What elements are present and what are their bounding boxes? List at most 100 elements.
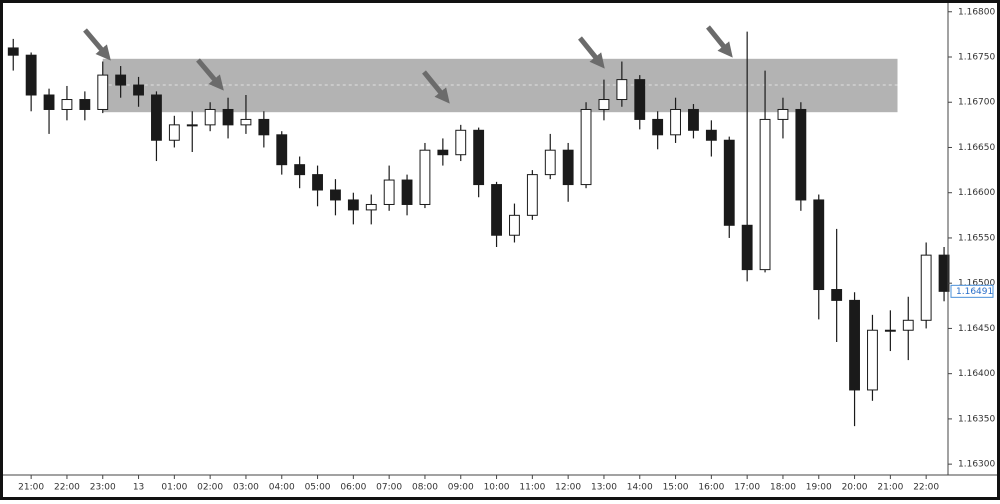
candle-body [330, 189, 341, 201]
candle-body [115, 74, 127, 86]
y-tick-label: 1.16300 [958, 460, 995, 470]
x-tick-label: 14:00 [627, 483, 653, 493]
x-tick-label: 11:00 [519, 483, 545, 493]
candle-body [849, 299, 860, 391]
x-tick-label: 18:00 [770, 483, 796, 493]
current-price-box [950, 284, 994, 298]
candle-body [688, 108, 699, 131]
candle-body [312, 174, 323, 191]
candle-body [61, 99, 73, 110]
current-price-label: 1.16491 [956, 287, 993, 297]
x-tick-label: 20:00 [842, 483, 868, 493]
candle-body [598, 99, 610, 110]
candle-body [831, 289, 843, 301]
candle-body [920, 254, 932, 321]
candle-body [491, 184, 502, 236]
candle-body [258, 118, 270, 136]
candle-body [204, 108, 216, 126]
x-tick-label: 21:00 [18, 483, 44, 493]
candle-body [437, 149, 449, 156]
candle-body [777, 108, 789, 120]
candle-body [562, 149, 574, 186]
candle-body [759, 118, 771, 271]
x-tick-label: 13:00 [591, 483, 617, 493]
x-tick-label: 04:00 [269, 483, 295, 493]
candle-body [276, 134, 288, 166]
candle-body [151, 94, 162, 141]
candle-body [705, 129, 717, 141]
x-tick-label: 05:00 [305, 483, 331, 493]
candle-body [365, 203, 377, 211]
candle-body [884, 329, 896, 332]
candle-body [616, 79, 628, 101]
plot-area [7, 31, 950, 427]
x-tick-label: 22:00 [913, 483, 939, 493]
x-tick-label: 17:00 [734, 483, 760, 493]
x-tick-label: 23:00 [90, 483, 116, 493]
candle-body [867, 329, 878, 391]
candle-body [7, 47, 19, 56]
annotation-arrows [83, 25, 733, 104]
arrow [578, 36, 605, 69]
candle-body [580, 108, 592, 186]
y-tick-label: 1.16400 [958, 369, 995, 379]
candle-body [383, 179, 395, 205]
x-tick-label: 09:00 [448, 483, 474, 493]
x-tick-label: 07:00 [376, 483, 402, 493]
candle-body [294, 164, 306, 176]
arrow [196, 58, 224, 91]
x-tick-label: 03:00 [233, 483, 259, 493]
candle-body [813, 199, 825, 291]
y-tick-label: 1.16700 [958, 98, 995, 108]
x-tick-label: 22:00 [54, 483, 80, 493]
candle-body [347, 199, 359, 211]
candle-body [741, 224, 753, 271]
candle-body [526, 174, 538, 216]
y-tick-label: 1.16650 [958, 143, 995, 153]
y-tick-label: 1.16600 [958, 188, 995, 198]
candle-body [795, 108, 807, 201]
candle-body [79, 99, 91, 110]
x-tick-label: 16:00 [698, 483, 724, 493]
candle-body [240, 118, 252, 126]
x-tick-label: 02:00 [197, 483, 223, 493]
candle-body [133, 84, 144, 96]
x-tick-label: 15:00 [663, 483, 689, 493]
x-tick-label: 19:00 [806, 483, 832, 493]
candle-body [186, 124, 198, 127]
arrow [706, 25, 733, 58]
y-tick-label: 1.16350 [958, 414, 995, 424]
x-tick-label: 08:00 [412, 483, 438, 493]
candle-body [401, 179, 413, 205]
x-tick-label: 06:00 [340, 483, 366, 493]
candle-body [938, 254, 950, 292]
x-tick-label: 12:00 [555, 483, 581, 493]
candle-body [509, 214, 520, 236]
x-tick-label: 13 [133, 483, 144, 493]
candle-body [723, 139, 735, 226]
y-tick-label: 1.16800 [958, 7, 995, 17]
candle-body [25, 54, 37, 96]
y-tick-label: 1.16450 [958, 324, 995, 334]
x-tick-label: 10:00 [484, 483, 510, 493]
candle-body [902, 319, 914, 331]
candle-body [544, 149, 556, 176]
candle-body [97, 74, 109, 110]
x-tick-label: 21:00 [877, 483, 903, 493]
candle-body [652, 118, 664, 136]
y-tick-label: 1.16750 [958, 53, 995, 63]
y-tick-label: 1.16550 [958, 233, 995, 243]
candle-body [670, 108, 681, 136]
candle-body [168, 124, 180, 141]
arrow [422, 70, 450, 104]
candle-body [43, 94, 55, 110]
arrow [83, 28, 111, 61]
y-tick-label: 1.16500 [958, 279, 995, 289]
candle-body [455, 129, 467, 156]
candle-body [222, 108, 234, 126]
candle-body [634, 79, 646, 120]
candle-body [419, 149, 431, 205]
candle-body [473, 129, 485, 186]
